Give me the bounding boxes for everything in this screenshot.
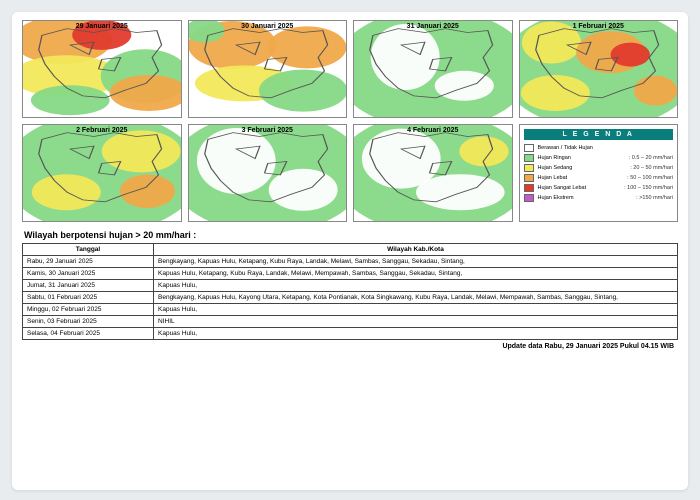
legend-value: : 50 – 100 mm/hari [627, 175, 673, 181]
map-panel: 29 Januari 2025 [22, 20, 182, 118]
map-panel: 3 Februari 2025 [188, 124, 348, 222]
map-heatmap [354, 125, 512, 221]
map-heatmap [23, 125, 181, 221]
update-timestamp: Update data Rabu, 29 Januari 2025 Pukul … [22, 343, 678, 350]
table-row: Rabu, 29 Januari 2025Bengkayang, Kapuas … [23, 256, 678, 268]
cell-date: Sabtu, 01 Februari 2025 [23, 292, 154, 304]
map-date-label: 29 Januari 2025 [23, 23, 181, 30]
cell-regions: Bengkayang, Kapuas Hulu, Kayong Utara, K… [154, 292, 678, 304]
legend-row: Hujan Sedang: 20 – 50 mm/hari [524, 164, 674, 172]
cell-regions: Bengkayang, Kapuas Hulu, Ketapang, Kubu … [154, 256, 678, 268]
legend-value: : >150 mm/hari [636, 195, 673, 201]
forecast-table: Tanggal Wilayah Kab./Kota Rabu, 29 Janua… [22, 243, 678, 340]
map-date-label: 4 Februari 2025 [354, 127, 512, 134]
table-header-region: Wilayah Kab./Kota [154, 244, 678, 256]
map-panel: 31 Januari 2025 [353, 20, 513, 118]
legend-row: Berawan / Tidak Hujan [524, 144, 674, 152]
legend-row: Hujan Sangat Lebat: 100 – 150 mm/hari [524, 184, 674, 192]
map-heatmap [354, 21, 512, 117]
map-heatmap [23, 21, 181, 117]
legend-swatch [524, 194, 534, 202]
cell-date: Minggu, 02 Februari 2025 [23, 304, 154, 316]
cell-regions: Kapuas Hulu, [154, 304, 678, 316]
legend-panel: L E G E N D A Berawan / Tidak Hujan Hujan … [519, 124, 679, 222]
legend-swatch [524, 174, 534, 182]
legend-label: Hujan Sedang [538, 165, 627, 171]
cell-date: Rabu, 29 Januari 2025 [23, 256, 154, 268]
legend-swatch [524, 164, 534, 172]
legend-value: : 100 – 150 mm/hari [624, 185, 673, 191]
cell-date: Kamis, 30 Januari 2025 [23, 268, 154, 280]
cell-regions: NIHIL [154, 316, 678, 328]
table-row: Minggu, 02 Februari 2025Kapuas Hulu, [23, 304, 678, 316]
map-date-label: 3 Februari 2025 [189, 127, 347, 134]
forecast-card: 29 Januari 2025 30 Januari 2025 31 Januari… [12, 12, 688, 490]
map-date-label: 31 Januari 2025 [354, 23, 512, 30]
legend-swatch [524, 184, 534, 192]
map-panel: 1 Februari 2025 [519, 20, 679, 118]
map-panel: 2 Februari 2025 [22, 124, 182, 222]
table-row: Jumat, 31 Januari 2025Kapuas Hulu, [23, 280, 678, 292]
maps-grid: 29 Januari 2025 30 Januari 2025 31 Januari… [22, 20, 678, 222]
table-header-date: Tanggal [23, 244, 154, 256]
cell-regions: Kapuas Hulu, Ketapang, Kubu Raya, Landak… [154, 268, 678, 280]
cell-regions: Kapuas Hulu, [154, 328, 678, 340]
legend-swatch [524, 144, 534, 152]
table-row: Senin, 03 Februari 2025NIHIL [23, 316, 678, 328]
table-row: Kamis, 30 Januari 2025Kapuas Hulu, Ketap… [23, 268, 678, 280]
map-date-label: 1 Februari 2025 [520, 23, 678, 30]
legend-label: Hujan Ekstrem [538, 195, 633, 201]
legend-label: Berawan / Tidak Hujan [538, 145, 670, 151]
cell-date: Senin, 03 Februari 2025 [23, 316, 154, 328]
legend-value: : 0.5 – 20 mm/hari [629, 155, 673, 161]
map-heatmap [189, 125, 347, 221]
legend-label: Hujan Lebat [538, 175, 624, 181]
legend-label: Hujan Sangat Lebat [538, 185, 621, 191]
legend-row: Hujan Lebat: 50 – 100 mm/hari [524, 174, 674, 182]
cell-date: Selasa, 04 Februari 2025 [23, 328, 154, 340]
map-date-label: 30 Januari 2025 [189, 23, 347, 30]
section-title: Wilayah berpotensi hujan > 20 mm/hari : [24, 230, 678, 240]
map-heatmap [189, 21, 347, 117]
legend-value: : 20 – 50 mm/hari [630, 165, 673, 171]
legend-title: L E G E N D A [524, 129, 674, 140]
map-panel: 4 Februari 2025 [353, 124, 513, 222]
legend-row: Hujan Ringan : 0.5 – 20 mm/hari [524, 154, 674, 162]
map-date-label: 2 Februari 2025 [23, 127, 181, 134]
map-panel: 30 Januari 2025 [188, 20, 348, 118]
cell-regions: Kapuas Hulu, [154, 280, 678, 292]
cell-date: Jumat, 31 Januari 2025 [23, 280, 154, 292]
legend-swatch [524, 154, 534, 162]
legend-row: Hujan Ekstrem: >150 mm/hari [524, 194, 674, 202]
table-row: Sabtu, 01 Februari 2025Bengkayang, Kapua… [23, 292, 678, 304]
map-heatmap [520, 21, 678, 117]
table-row: Selasa, 04 Februari 2025Kapuas Hulu, [23, 328, 678, 340]
legend-label: Hujan Ringan [538, 155, 625, 161]
